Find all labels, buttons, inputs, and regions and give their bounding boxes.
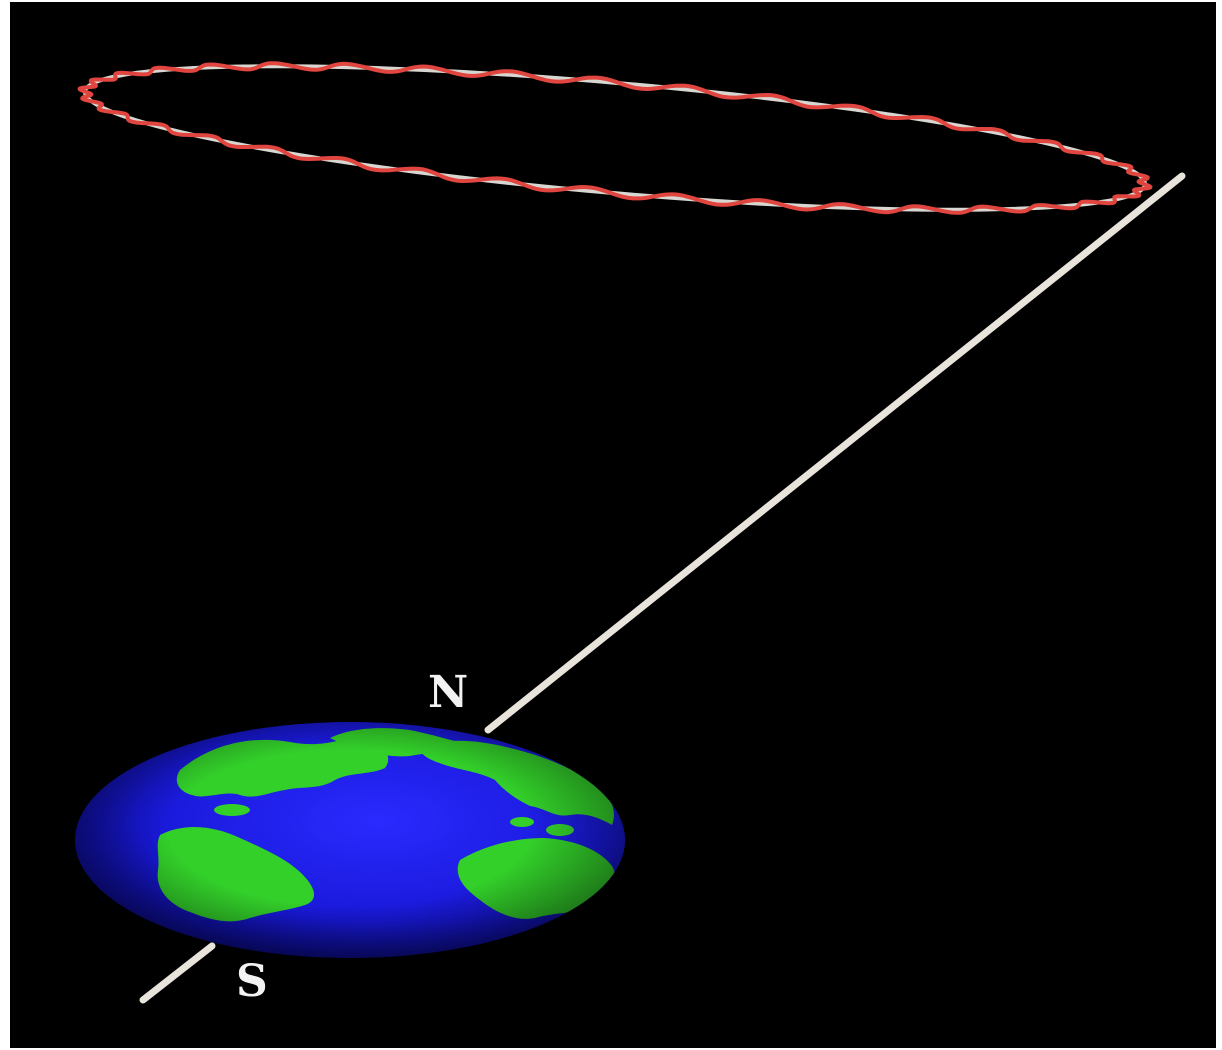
axis-north-segment xyxy=(484,172,1186,734)
south-pole-label: S xyxy=(236,956,269,1007)
axis-south-segment xyxy=(139,942,216,1004)
north-pole-label: N xyxy=(428,667,469,718)
earth-globe xyxy=(75,722,625,958)
nutation-path xyxy=(77,61,1153,215)
